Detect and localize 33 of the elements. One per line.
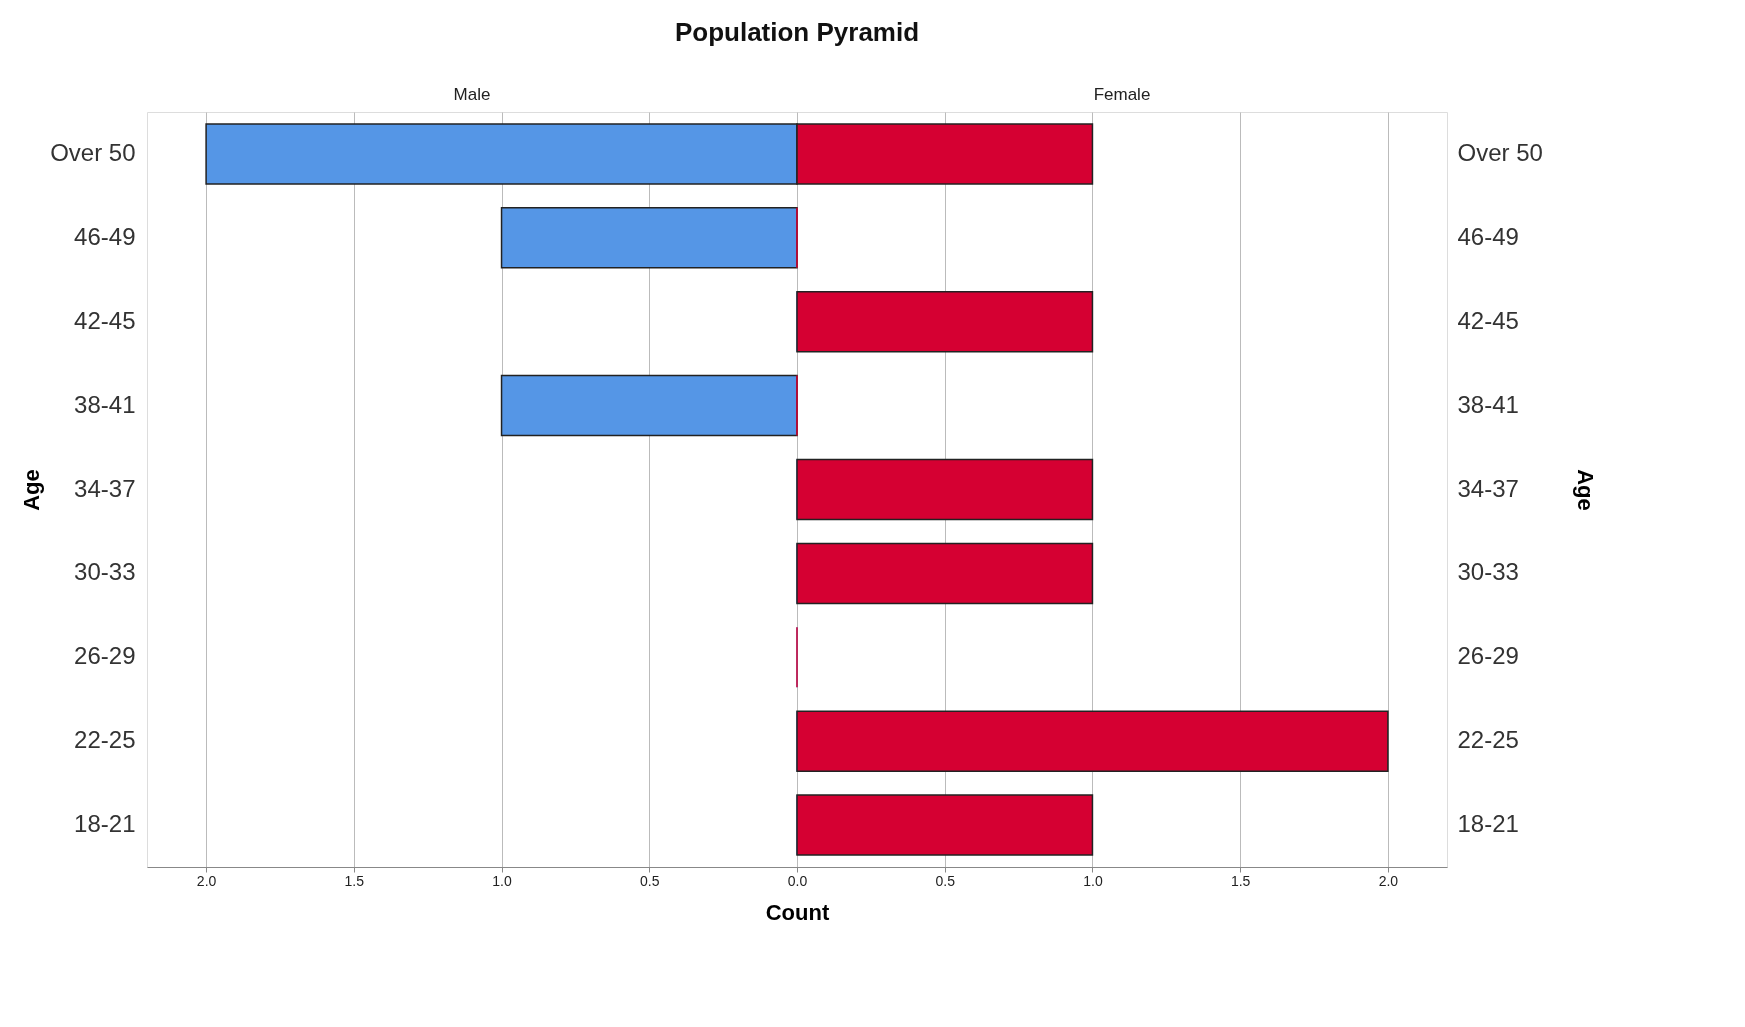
category-label: 34-37: [74, 474, 136, 502]
series-label: Female: [1093, 85, 1151, 104]
y-tick-label: 42-45: [1457, 306, 1519, 334]
x-tick-label: 1.5: [1230, 872, 1251, 889]
y-tick-label: 30-33: [1457, 558, 1519, 586]
category-label: 38-41: [74, 390, 136, 418]
category-label: 46-49: [74, 222, 136, 250]
x-tick-label: 1.0: [1083, 872, 1103, 889]
category-label: 22-25: [74, 726, 136, 754]
y-tick-label: 26-29: [1457, 642, 1519, 670]
category-label: 26-29: [74, 642, 136, 670]
y-tick-label: 38-41: [1457, 390, 1519, 418]
category-label: 42-45: [74, 306, 136, 334]
category-label: Over 50: [50, 138, 136, 166]
y-tick-label: 46-49: [1457, 222, 1519, 250]
y-tick-label: 18-21: [1457, 810, 1519, 838]
x-tick-label: 1.0: [492, 872, 512, 889]
series-label: Male: [453, 85, 491, 104]
y-tick-label: 34-37: [1457, 474, 1519, 502]
y-axis-title: Age: [19, 469, 45, 511]
y-tick-label: 22-25: [1457, 726, 1519, 754]
x-axis-title: Count: [765, 899, 830, 925]
x-tick-label: 0.5: [935, 872, 956, 889]
category-label: 18-21: [74, 810, 136, 838]
chart-title: Population Pyramid: [674, 17, 920, 47]
category-label: 30-33: [74, 558, 136, 586]
x-tick-label: 2.0: [1378, 872, 1399, 889]
x-tick-label: 1.5: [344, 872, 365, 889]
x-tick-label: 2.0: [196, 872, 217, 889]
x-tick-label: 0.5: [640, 872, 660, 889]
x-tick-label: 0.0: [787, 872, 808, 889]
y-tick-label: Over 50: [1457, 138, 1543, 166]
y2-axis-title: Age: [1572, 469, 1598, 511]
